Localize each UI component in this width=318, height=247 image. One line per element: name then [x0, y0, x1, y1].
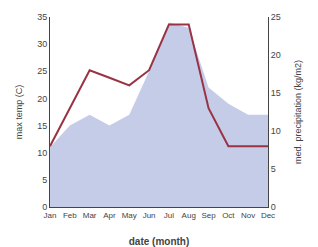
svg-text:Apr: Apr: [103, 211, 116, 220]
svg-text:25: 25: [271, 12, 281, 22]
svg-text:Oct: Oct: [222, 211, 235, 220]
svg-text:20: 20: [271, 50, 281, 60]
svg-text:10: 10: [37, 148, 47, 158]
svg-text:Mar: Mar: [83, 211, 97, 220]
svg-text:10: 10: [271, 126, 281, 136]
svg-text:35: 35: [37, 12, 47, 22]
svg-text:Sep: Sep: [201, 211, 216, 220]
svg-text:20: 20: [37, 94, 47, 104]
svg-text:max temp (C): max temp (C): [14, 85, 24, 140]
svg-text:Jan: Jan: [44, 211, 57, 220]
svg-text:5: 5: [271, 164, 276, 174]
svg-text:Dec: Dec: [261, 211, 275, 220]
svg-text:med. precipitation (kg/m2): med. precipitation (kg/m2): [293, 60, 303, 164]
svg-text:25: 25: [37, 66, 47, 76]
svg-text:Nov: Nov: [241, 211, 255, 220]
svg-text:Jun: Jun: [143, 211, 156, 220]
svg-text:30: 30: [37, 39, 47, 49]
svg-text:15: 15: [271, 88, 281, 98]
svg-text:15: 15: [37, 121, 47, 131]
svg-text:Feb: Feb: [63, 211, 77, 220]
svg-text:May: May: [122, 211, 137, 220]
svg-text:0: 0: [42, 202, 47, 212]
svg-text:Aug: Aug: [182, 211, 196, 220]
svg-text:Jul: Jul: [164, 211, 174, 220]
svg-text:5: 5: [42, 175, 47, 185]
svg-text:0: 0: [271, 202, 276, 212]
svg-text:date (month): date (month): [129, 236, 190, 247]
